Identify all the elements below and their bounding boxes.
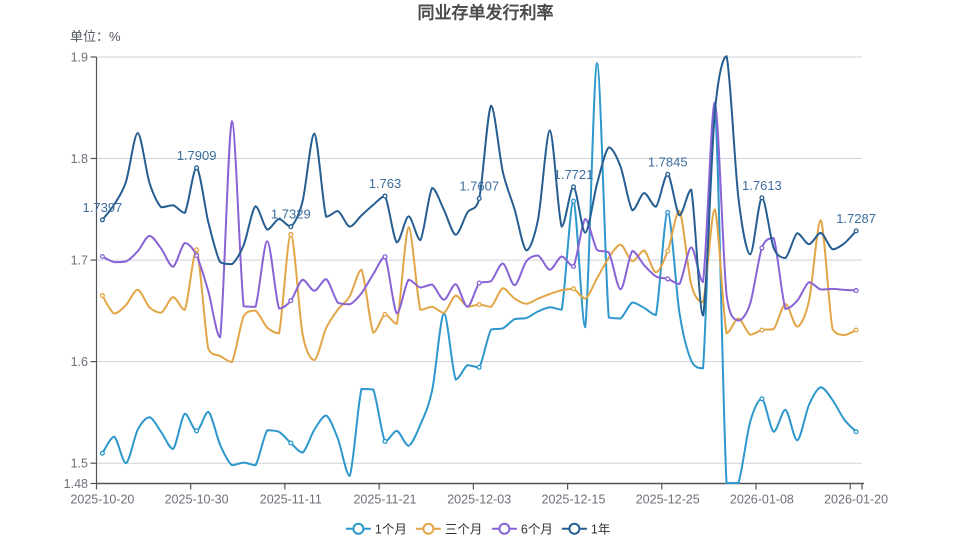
svg-text:1.7287: 1.7287 — [836, 211, 876, 226]
svg-text:1.7329: 1.7329 — [271, 207, 311, 222]
svg-text:1年: 1年 — [591, 522, 610, 536]
svg-text:1.7397: 1.7397 — [83, 200, 123, 215]
svg-text:2025-12-15: 2025-12-15 — [542, 493, 606, 507]
svg-text:1.7845: 1.7845 — [648, 154, 688, 169]
svg-text:1.9: 1.9 — [71, 50, 88, 64]
svg-text:2026-01-08: 2026-01-08 — [730, 493, 794, 507]
svg-text:1.7607: 1.7607 — [459, 179, 499, 194]
svg-text:1.7: 1.7 — [71, 253, 88, 267]
svg-text:2026-01-20: 2026-01-20 — [824, 493, 888, 507]
svg-text:2025-12-25: 2025-12-25 — [636, 493, 700, 507]
svg-text:2025-12-03: 2025-12-03 — [447, 493, 511, 507]
svg-text:1.7613: 1.7613 — [742, 178, 782, 193]
svg-text:1.7721: 1.7721 — [554, 167, 594, 182]
svg-text:同业存单发行利率: 同业存单发行利率 — [418, 3, 554, 23]
svg-text:6个月: 6个月 — [521, 522, 553, 536]
svg-text:2025-10-30: 2025-10-30 — [165, 493, 229, 507]
svg-text:1.7909: 1.7909 — [177, 148, 217, 163]
svg-text:2025-11-11: 2025-11-11 — [260, 493, 322, 507]
svg-text:2025-11-21: 2025-11-21 — [353, 493, 416, 507]
svg-text:三个月: 三个月 — [445, 522, 483, 536]
svg-text:1.763: 1.763 — [369, 176, 402, 191]
svg-text:2025-10-20: 2025-10-20 — [70, 493, 134, 507]
svg-text:单位：%: 单位：% — [70, 29, 121, 44]
svg-text:1.6: 1.6 — [71, 355, 88, 369]
svg-text:1个月: 1个月 — [375, 522, 407, 536]
svg-text:1.8: 1.8 — [71, 152, 88, 166]
svg-text:1.5: 1.5 — [71, 457, 88, 471]
svg-text:1.48: 1.48 — [64, 477, 88, 491]
